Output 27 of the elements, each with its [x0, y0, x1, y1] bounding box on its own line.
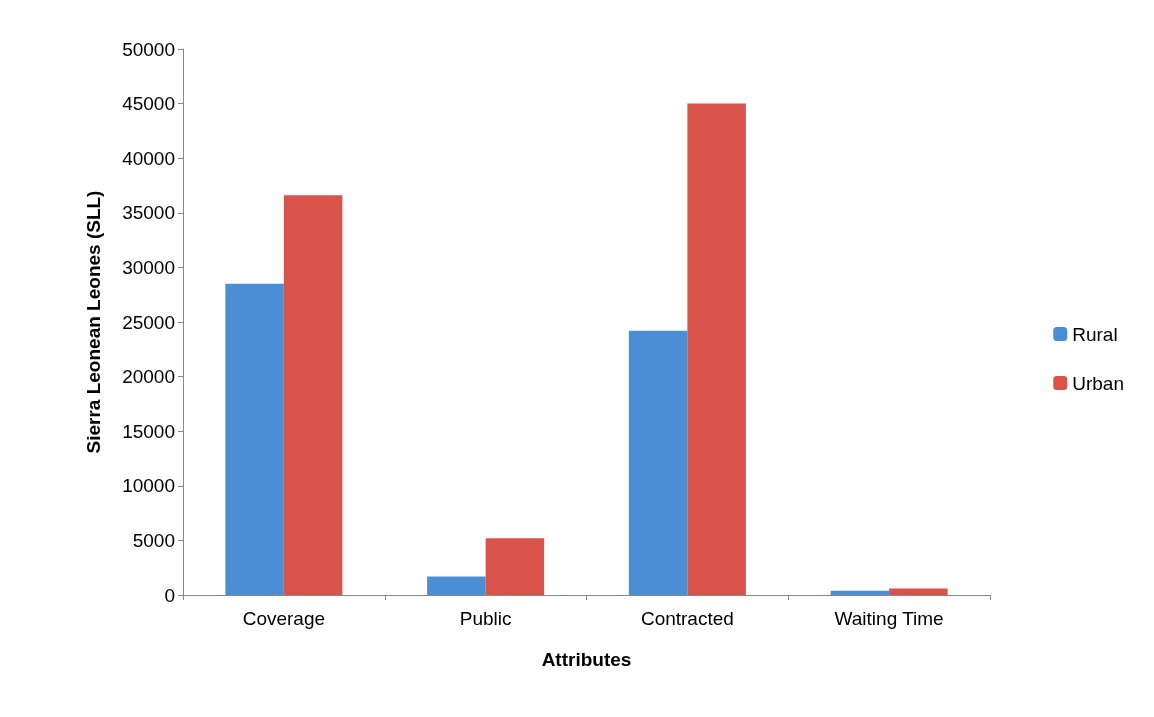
y-tick-label: 20000: [122, 366, 175, 388]
y-tick-label: 0: [164, 584, 175, 606]
x-tick-label: Public: [459, 608, 512, 629]
bar: [485, 538, 545, 595]
bar: [687, 103, 746, 595]
bar: [628, 330, 688, 595]
x-tick-label: Waiting Time: [834, 608, 944, 629]
legend-label: Urban: [1072, 372, 1124, 394]
x-tick-label: Contracted: [640, 608, 734, 629]
bar: [889, 588, 948, 595]
y-tick-label: 30000: [122, 256, 175, 278]
bar: [283, 195, 343, 595]
y-axis-title: Sierra Leonean Leones (SLL): [83, 190, 104, 454]
y-tick-label: 15000: [122, 420, 175, 442]
bar: [427, 576, 486, 595]
y-tick-label: 35000: [122, 202, 175, 224]
x-tick-label: Coverage: [242, 608, 326, 629]
y-tick-label: 10000: [122, 475, 175, 497]
y-tick-label: 5000: [132, 529, 175, 551]
y-tick-label: 40000: [122, 147, 175, 169]
bar: [830, 590, 890, 595]
y-tick-label: 25000: [122, 311, 175, 333]
x-axis-title: Attributes: [541, 649, 632, 670]
y-tick-label: 50000: [122, 38, 175, 60]
bar: [225, 283, 284, 595]
y-tick-label: 45000: [122, 93, 175, 115]
legend-label: Rural: [1072, 323, 1118, 345]
